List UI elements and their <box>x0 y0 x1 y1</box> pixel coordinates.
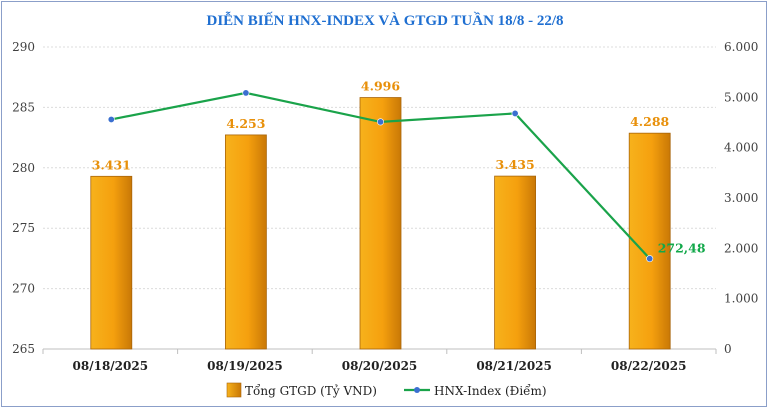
bar-data-label: 4.288 <box>630 114 669 129</box>
y-left-tick-label: 290 <box>12 40 35 54</box>
bar <box>494 175 537 350</box>
legend-line-label: HNX-Index (Điểm) <box>434 383 547 398</box>
y-right-tick-label: 4.000 <box>724 141 758 155</box>
legend-line-marker <box>414 387 420 393</box>
y-left-tick-label: 275 <box>12 221 35 235</box>
y-right-tick-label: 5.000 <box>724 90 758 104</box>
legend-bar-swatch <box>226 382 242 398</box>
bar <box>628 132 671 350</box>
y-left-tick-label: 270 <box>12 282 35 296</box>
x-tick-label: 08/21/2025 <box>476 359 552 373</box>
chart-title: DIỄN BIẾN HNX-INDEX VÀ GTGD TUẦN 18/8 - … <box>207 11 564 29</box>
line-point <box>646 255 654 263</box>
bar-data-label: 3.431 <box>92 157 131 172</box>
legend-bar-label: Tổng GTGD (Tỷ VND) <box>245 383 377 398</box>
line-data-label: 272,48 <box>658 241 706 256</box>
x-tick-label: 08/19/2025 <box>207 359 283 373</box>
bar-data-label: 3.435 <box>496 157 535 172</box>
y-right-tick-label: 6.000 <box>724 40 758 54</box>
bar-data-label: 4.996 <box>361 79 400 94</box>
y-right-tick-label: 1.000 <box>724 292 758 306</box>
line-point <box>376 118 384 126</box>
line-point <box>242 89 250 97</box>
y-right-tick-label: 0 <box>724 342 732 356</box>
bar <box>359 97 402 350</box>
bar <box>90 175 133 350</box>
x-tick-label: 08/18/2025 <box>73 359 149 373</box>
bar <box>224 134 267 350</box>
y-left-tick-label: 285 <box>12 100 35 114</box>
x-tick-label: 08/20/2025 <box>342 359 418 373</box>
y-right-tick-label: 3.000 <box>724 191 758 205</box>
y-left-tick-label: 265 <box>12 342 35 356</box>
bar-data-label: 4.253 <box>226 116 265 131</box>
line-point <box>107 115 115 123</box>
x-tick-label: 08/22/2025 <box>611 359 687 373</box>
line-point <box>511 109 519 117</box>
y-right-tick-label: 2.000 <box>724 241 758 255</box>
y-left-tick-label: 280 <box>12 161 35 175</box>
